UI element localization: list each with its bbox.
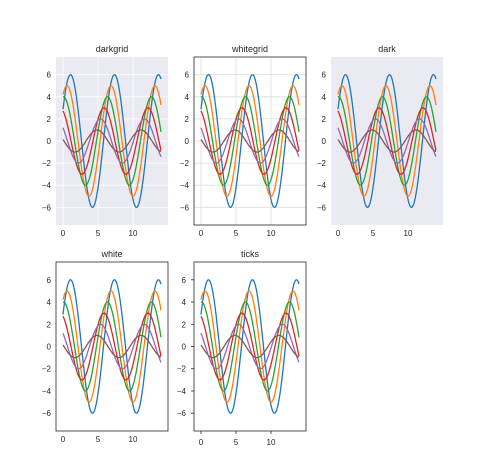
panel-dark: 0 5 10 −6 −4 −2 0 2 4 6 dark xyxy=(317,44,443,238)
series-line-5 xyxy=(200,118,300,164)
series-line-3 xyxy=(337,96,437,186)
x-tick-label: 0 xyxy=(199,438,204,447)
x-tick-label: 5 xyxy=(234,229,239,238)
x-tick-label: 5 xyxy=(371,229,376,238)
y-tick-label: −2 xyxy=(177,365,187,374)
series-line-2 xyxy=(200,290,300,403)
axes-frame xyxy=(55,261,169,432)
series-line-1 xyxy=(200,74,300,208)
series-line-1 xyxy=(62,279,162,414)
x-tick-label: 5 xyxy=(96,229,101,238)
y-tick-label: 2 xyxy=(47,115,52,124)
y-tick-label: 2 xyxy=(322,115,327,124)
y-tick-label: −6 xyxy=(42,203,52,212)
x-tick-label: 0 xyxy=(199,229,204,238)
series-line-6 xyxy=(62,129,162,153)
panel-whitegrid: 0 5 10 −6 −4 −2 0 2 4 6 whitegrid xyxy=(180,44,307,238)
y-tick-label: −4 xyxy=(317,181,327,190)
x-tick-label: 5 xyxy=(234,438,239,447)
y-tick-label: 2 xyxy=(47,320,52,329)
y-tick-label: 6 xyxy=(322,71,327,80)
y-tick-label: −2 xyxy=(42,365,52,374)
series-line-2 xyxy=(62,85,162,197)
y-tick-label: 0 xyxy=(322,137,327,146)
x-tick-label: 10 xyxy=(404,229,413,238)
y-tick-label: 2 xyxy=(185,115,190,124)
panel-title: ticks xyxy=(241,249,260,259)
series-line-4 xyxy=(62,312,162,381)
y-tick-label: −6 xyxy=(177,409,187,418)
x-tick-label: 0 xyxy=(336,229,341,238)
y-tick-label: 4 xyxy=(47,298,52,307)
y-tick-label: 0 xyxy=(182,343,187,352)
series-line-1 xyxy=(62,74,162,208)
series-line-2 xyxy=(62,290,162,403)
series-line-3 xyxy=(200,96,300,186)
y-tick-label: −2 xyxy=(42,159,52,168)
y-tick-label: −4 xyxy=(42,181,52,190)
series-line-5 xyxy=(337,118,437,164)
x-tick-label: 10 xyxy=(267,438,276,447)
y-tick-label: −6 xyxy=(42,409,52,418)
y-tick-label: 6 xyxy=(47,276,52,285)
series-line-3 xyxy=(62,301,162,392)
y-tick-label: 4 xyxy=(185,93,190,102)
panel-ticks: 0 5 10 −6 −4 −2 0 2 4 6 ticks xyxy=(177,249,307,447)
series-line-4 xyxy=(62,107,162,175)
panel-title: whitegrid xyxy=(231,44,268,54)
panel-darkgrid: 0 5 10 −6 −4 −2 0 2 4 6 darkgrid xyxy=(42,44,168,238)
series-line-2 xyxy=(200,85,300,197)
series-line-1 xyxy=(337,74,437,208)
y-tick-label: −4 xyxy=(180,181,190,190)
series-line-6 xyxy=(62,334,162,359)
y-tick-label: 4 xyxy=(47,93,52,102)
y-tick-label: −6 xyxy=(180,203,190,212)
series-line-5 xyxy=(62,323,162,370)
panel-title: white xyxy=(100,249,122,259)
x-tick-label: 10 xyxy=(129,229,138,238)
x-tick-label: 0 xyxy=(61,229,66,238)
panel-title: dark xyxy=(378,44,396,54)
y-tick-label: 0 xyxy=(185,137,190,146)
y-tick-label: 6 xyxy=(185,71,190,80)
y-tick-label: 6 xyxy=(182,276,187,285)
panel-title: darkgrid xyxy=(96,44,129,54)
series-line-4 xyxy=(337,107,437,175)
series-line-3 xyxy=(62,96,162,186)
y-tick-label: −4 xyxy=(42,387,52,396)
y-tick-label: −2 xyxy=(180,159,190,168)
axes-frame xyxy=(193,56,307,226)
series-line-2 xyxy=(337,85,437,197)
y-tick-label: 2 xyxy=(182,320,187,329)
panel-white: 0 5 10 −6 −4 −2 0 2 4 6 white xyxy=(42,249,169,444)
y-tick-label: 0 xyxy=(47,137,52,146)
y-tick-label: −2 xyxy=(317,159,327,168)
series-line-6 xyxy=(200,129,300,153)
y-tick-label: 0 xyxy=(47,343,52,352)
series-line-5 xyxy=(62,118,162,164)
series-line-6 xyxy=(200,334,300,359)
y-tick-label: 4 xyxy=(182,298,187,307)
x-tick-label: 10 xyxy=(129,435,138,444)
x-tick-label: 5 xyxy=(96,435,101,444)
y-tick-label: −4 xyxy=(177,387,187,396)
series-line-4 xyxy=(200,312,300,381)
series-line-6 xyxy=(337,129,437,153)
x-tick-label: 10 xyxy=(267,229,276,238)
series-line-4 xyxy=(200,107,300,175)
series-line-3 xyxy=(200,301,300,392)
x-tick-label: 0 xyxy=(61,435,66,444)
y-tick-label: 6 xyxy=(47,71,52,80)
series-line-5 xyxy=(200,323,300,370)
series-line-1 xyxy=(200,279,300,414)
y-tick-label: 4 xyxy=(322,93,327,102)
y-tick-label: −6 xyxy=(317,203,327,212)
